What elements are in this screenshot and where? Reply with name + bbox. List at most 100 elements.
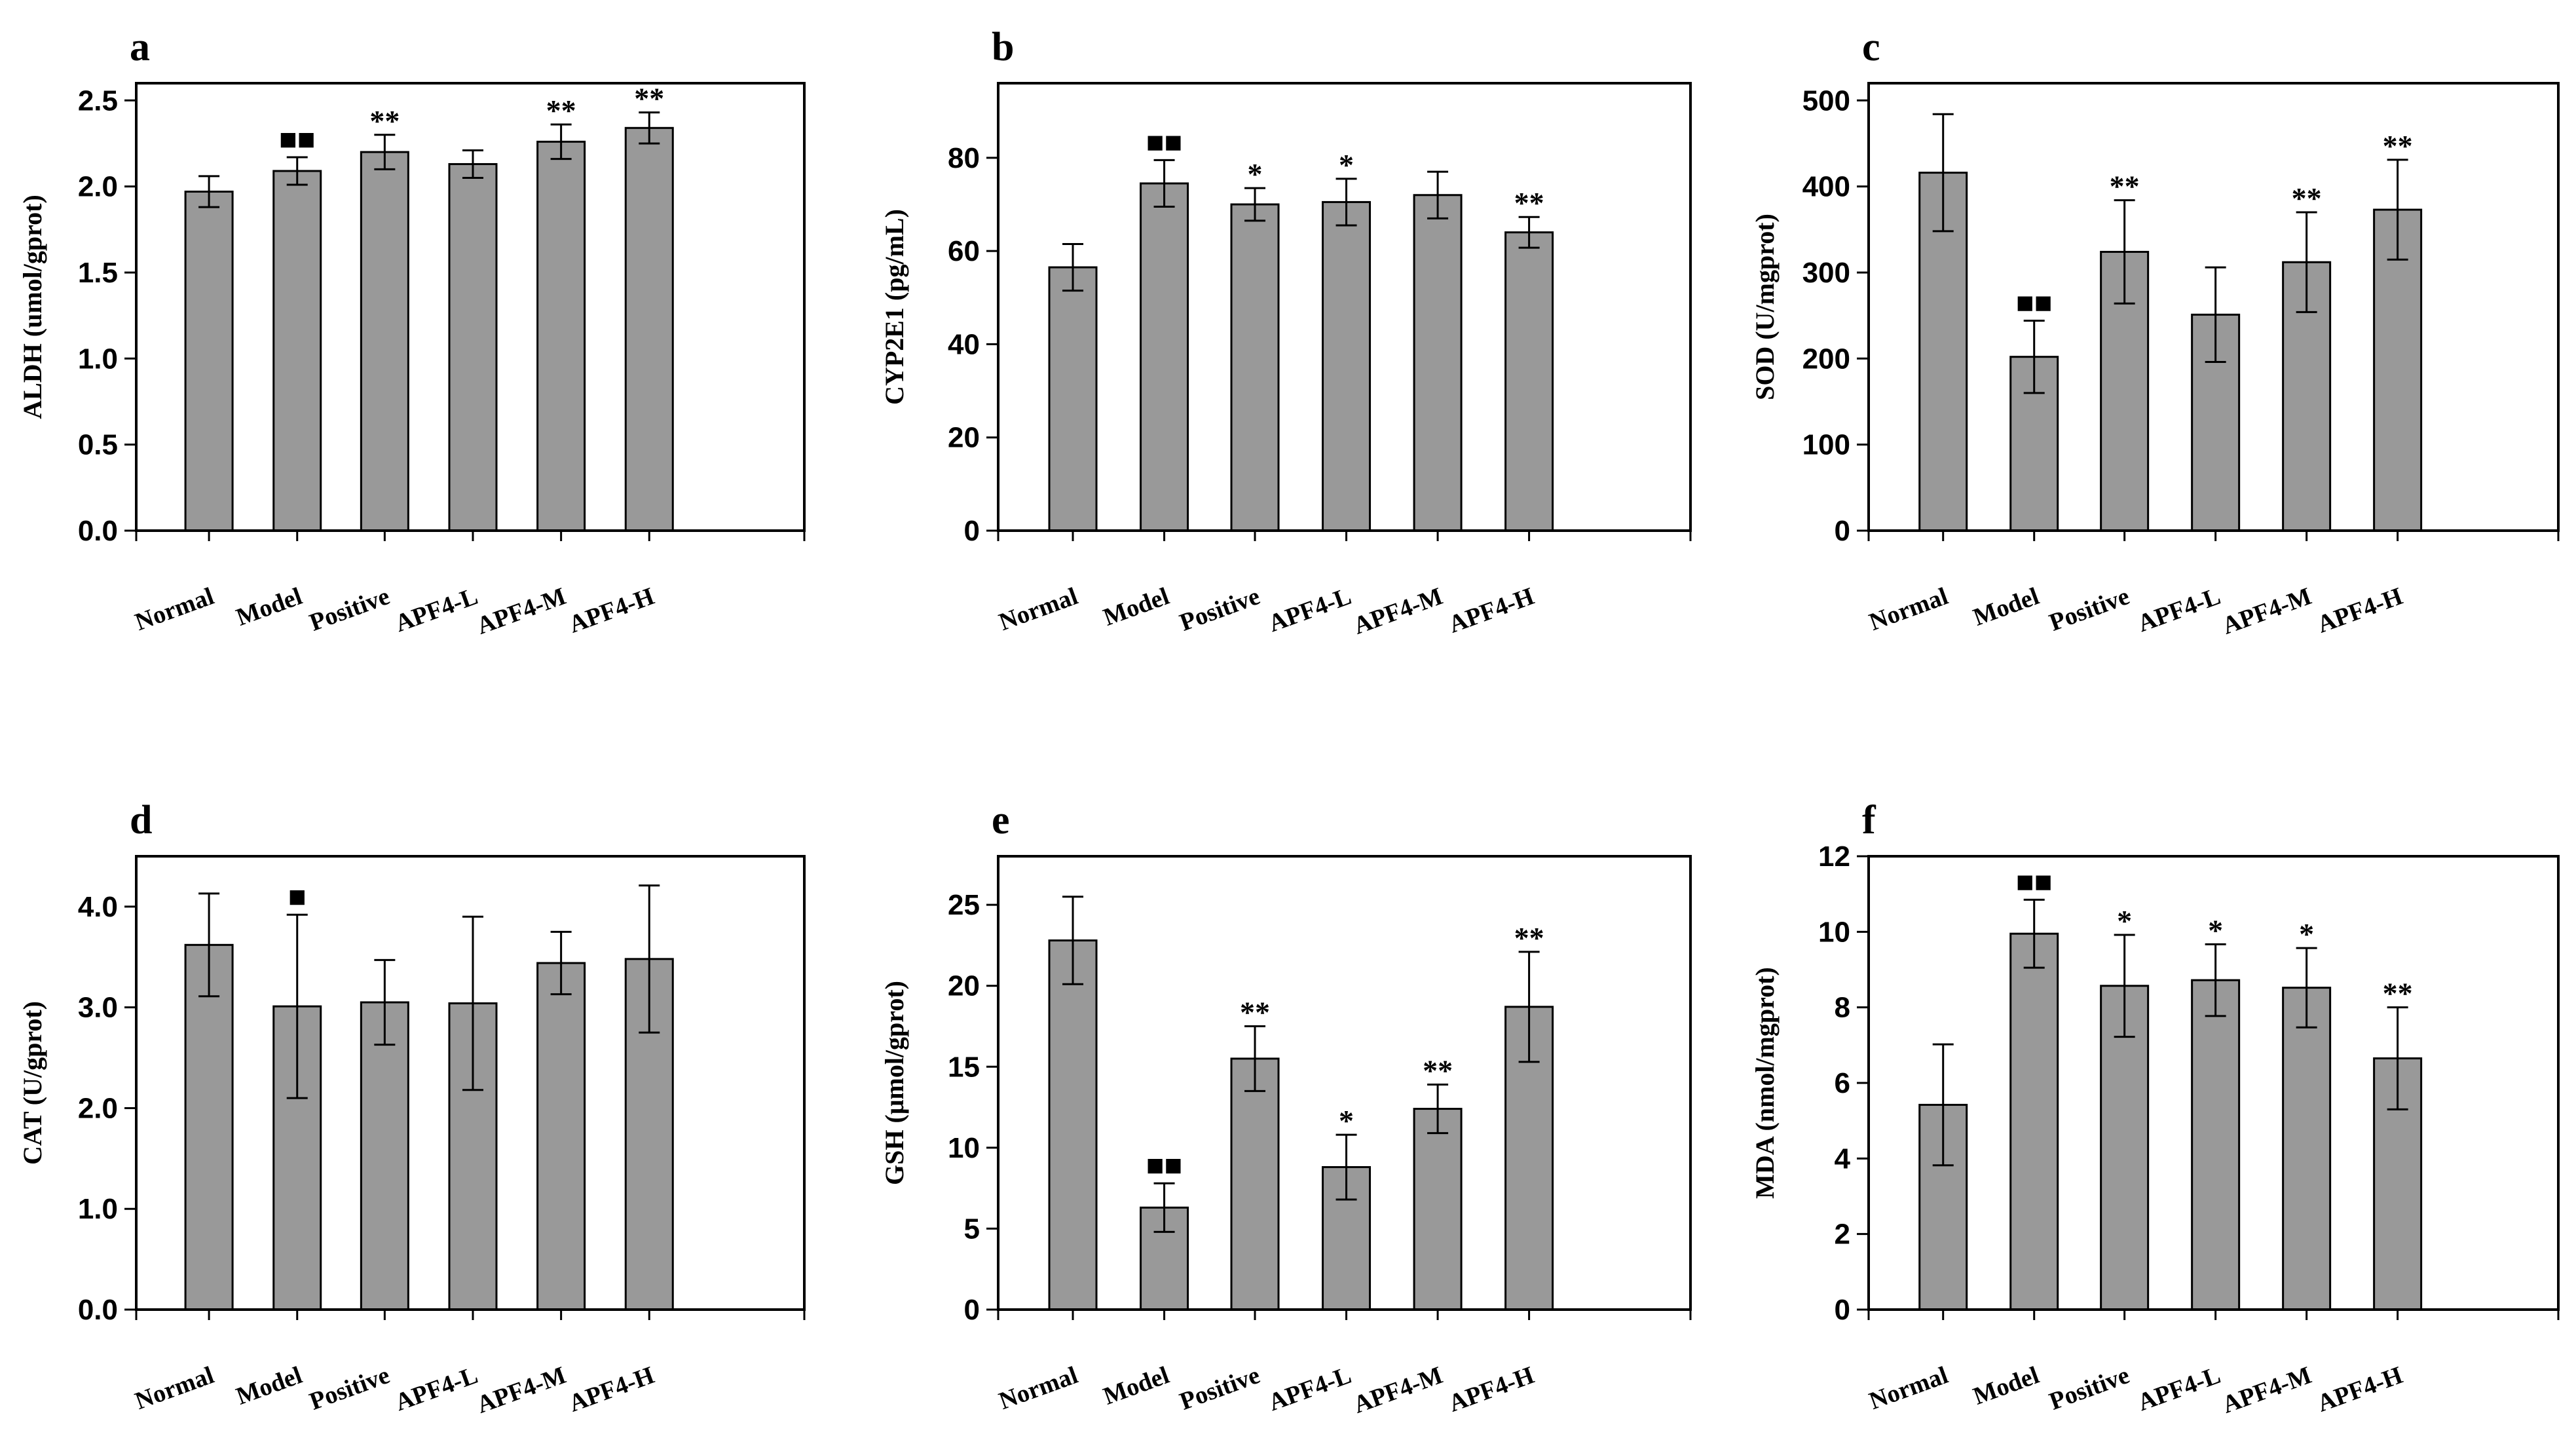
ylabel-b: CYP2E1 (pg/mL) — [880, 209, 909, 405]
plot-frame-b — [997, 82, 1692, 532]
ytick-label-e-0: 0 — [964, 1294, 980, 1326]
bar-d-Normal — [184, 943, 234, 1311]
xtick-label-a-APF4-H: APF4-H — [565, 582, 658, 639]
bar-b-APF4-M — [1413, 194, 1463, 532]
panel-d: d CAT (U/gprot) Normal ■ Model PositiveAPF4-L… — [18, 798, 806, 1419]
xtick-label-d-APF4-M: APF4-M — [473, 1361, 569, 1419]
xtick-label-c-APF4-L: APF4-L — [2134, 582, 2224, 637]
xtick-label-b-Positive: Positive — [1176, 582, 1263, 637]
panel-letter-a: a — [130, 25, 150, 69]
xtick-label-f-Model: Model — [1969, 1361, 2043, 1410]
ytick-label-f-2: 4 — [1835, 1143, 1851, 1175]
xtick-label-d-Normal: Normal — [132, 1361, 217, 1415]
bar-a-Normal — [184, 190, 234, 532]
xtick-label-a-Normal: Normal — [132, 582, 217, 636]
xtick-label-f-APF4-H: APF4-H — [2313, 1361, 2406, 1418]
significance-a-APF4-H: ** — [634, 82, 664, 115]
ytick-label-a-3: 1.5 — [78, 257, 118, 289]
xtick-label-b-APF4-M: APF4-M — [1350, 582, 1446, 640]
xtick-label-b-Normal: Normal — [996, 582, 1081, 636]
xtick-label-d-APF4-L: APF4-L — [392, 1361, 481, 1416]
xtick-label-f-Positive: Positive — [2045, 1361, 2133, 1416]
significance-f-Model: ■■ — [2016, 865, 2053, 898]
plot-frame-e — [997, 855, 1692, 1311]
xtick-label-a-APF4-M: APF4-M — [473, 582, 569, 640]
panel-a: a ALDH (umol/gprot) Normal ■■ Model ** Positiv… — [18, 25, 806, 640]
ytick-label-c-5: 500 — [1802, 85, 1850, 117]
plot-frame-c — [1867, 82, 2560, 532]
xtick-label-f-APF4-M: APF4-M — [2218, 1361, 2315, 1419]
bar-b-Positive — [1230, 203, 1280, 532]
bar-f-APF4-M — [2282, 987, 2332, 1311]
ytick-label-f-3: 6 — [1835, 1067, 1850, 1099]
ytick-label-a-4: 2.0 — [78, 171, 118, 203]
ylabel-a: ALDH (umol/gprot) — [18, 195, 47, 419]
bar-a-APF4-H — [624, 126, 674, 532]
bar-b-Model — [1140, 182, 1189, 532]
ytick-label-e-1: 5 — [964, 1213, 980, 1245]
ytick-label-c-2: 200 — [1802, 343, 1850, 375]
ytick-label-e-5: 25 — [948, 889, 980, 921]
ytick-label-f-1: 2 — [1835, 1219, 1850, 1251]
panel-e: e GSH (μmol/gprot) Normal ■■ Model ** Positive… — [880, 798, 1692, 1419]
ytick-label-f-6: 12 — [1818, 841, 1850, 873]
xtick-label-e-APF4-L: APF4-L — [1265, 1361, 1354, 1416]
significance-a-Model: ■■ — [279, 123, 316, 156]
ytick-label-d-3: 3.0 — [78, 992, 118, 1024]
significance-f-APF4-H: ** — [2383, 977, 2413, 1010]
bar-b-APF4-H — [1504, 231, 1554, 532]
xtick-label-f-Normal: Normal — [1865, 1361, 1951, 1415]
bar-d-Positive — [360, 1001, 409, 1311]
ytick-label-c-3: 300 — [1802, 257, 1850, 289]
plot-frame-f — [1867, 855, 2560, 1311]
ytick-label-d-2: 2.0 — [78, 1092, 118, 1124]
ytick-label-b-0: 0 — [964, 515, 980, 547]
bar-a-APF4-L — [448, 162, 498, 532]
significance-b-Model: ■■ — [1146, 125, 1183, 159]
xtick-label-a-Positive: Positive — [306, 582, 393, 637]
bar-c-APF4-H — [2373, 208, 2423, 532]
significance-a-Positive: ** — [369, 104, 400, 138]
significance-f-APF4-M: * — [2299, 917, 2314, 951]
plot-frame-d — [135, 855, 806, 1311]
xtick-label-b-APF4-L: APF4-L — [1265, 582, 1354, 637]
ytick-label-a-5: 2.5 — [78, 85, 118, 117]
xtick-label-e-Positive: Positive — [1176, 1361, 1263, 1416]
ytick-label-c-4: 400 — [1802, 171, 1850, 203]
significance-c-APF4-M: ** — [2292, 181, 2322, 215]
significance-c-APF4-H: ** — [2383, 129, 2413, 162]
ytick-label-b-1: 20 — [948, 422, 980, 454]
bar-a-Positive — [360, 151, 409, 532]
significance-f-Positive: * — [2117, 904, 2132, 937]
ytick-label-d-0: 0.0 — [78, 1294, 118, 1326]
significance-b-APF4-H: ** — [1514, 186, 1544, 219]
ytick-label-b-4: 80 — [948, 142, 980, 174]
ytick-label-f-4: 8 — [1835, 992, 1850, 1024]
significance-e-Positive: ** — [1240, 996, 1270, 1029]
ytick-label-f-5: 10 — [1818, 916, 1850, 948]
ytick-label-b-3: 60 — [948, 235, 980, 267]
bar-e-APF4-M — [1413, 1108, 1463, 1311]
panel-b: b CYP2E1 (pg/mL) Normal ■■ Model * Positive * AP… — [880, 25, 1692, 640]
xtick-label-a-APF4-L: APF4-L — [392, 582, 481, 637]
ytick-label-c-0: 0 — [1835, 515, 1850, 547]
significance-e-Model: ■■ — [1146, 1148, 1183, 1182]
bar-c-Normal — [1918, 172, 1968, 532]
panel-letter-e: e — [992, 798, 1010, 842]
xtick-label-b-Model: Model — [1100, 582, 1173, 632]
ylabel-c: SOD (U/mgprot) — [1750, 214, 1780, 400]
bar-e-Normal — [1048, 939, 1098, 1311]
xtick-label-c-Positive: Positive — [2045, 582, 2133, 637]
xtick-label-e-APF4-M: APF4-M — [1350, 1361, 1446, 1419]
panel-letter-d: d — [130, 798, 152, 842]
bar-b-APF4-L — [1322, 200, 1372, 532]
xtick-label-c-APF4-H: APF4-H — [2313, 582, 2406, 639]
significance-e-APF4-M: ** — [1423, 1053, 1453, 1087]
ytick-label-f-0: 0 — [1835, 1294, 1850, 1326]
bar-a-Model — [272, 170, 322, 532]
xtick-label-e-Model: Model — [1100, 1361, 1173, 1410]
ytick-label-a-2: 1.0 — [78, 343, 118, 375]
ylabel-f: MDA (nmol/mgprot) — [1750, 967, 1780, 1199]
